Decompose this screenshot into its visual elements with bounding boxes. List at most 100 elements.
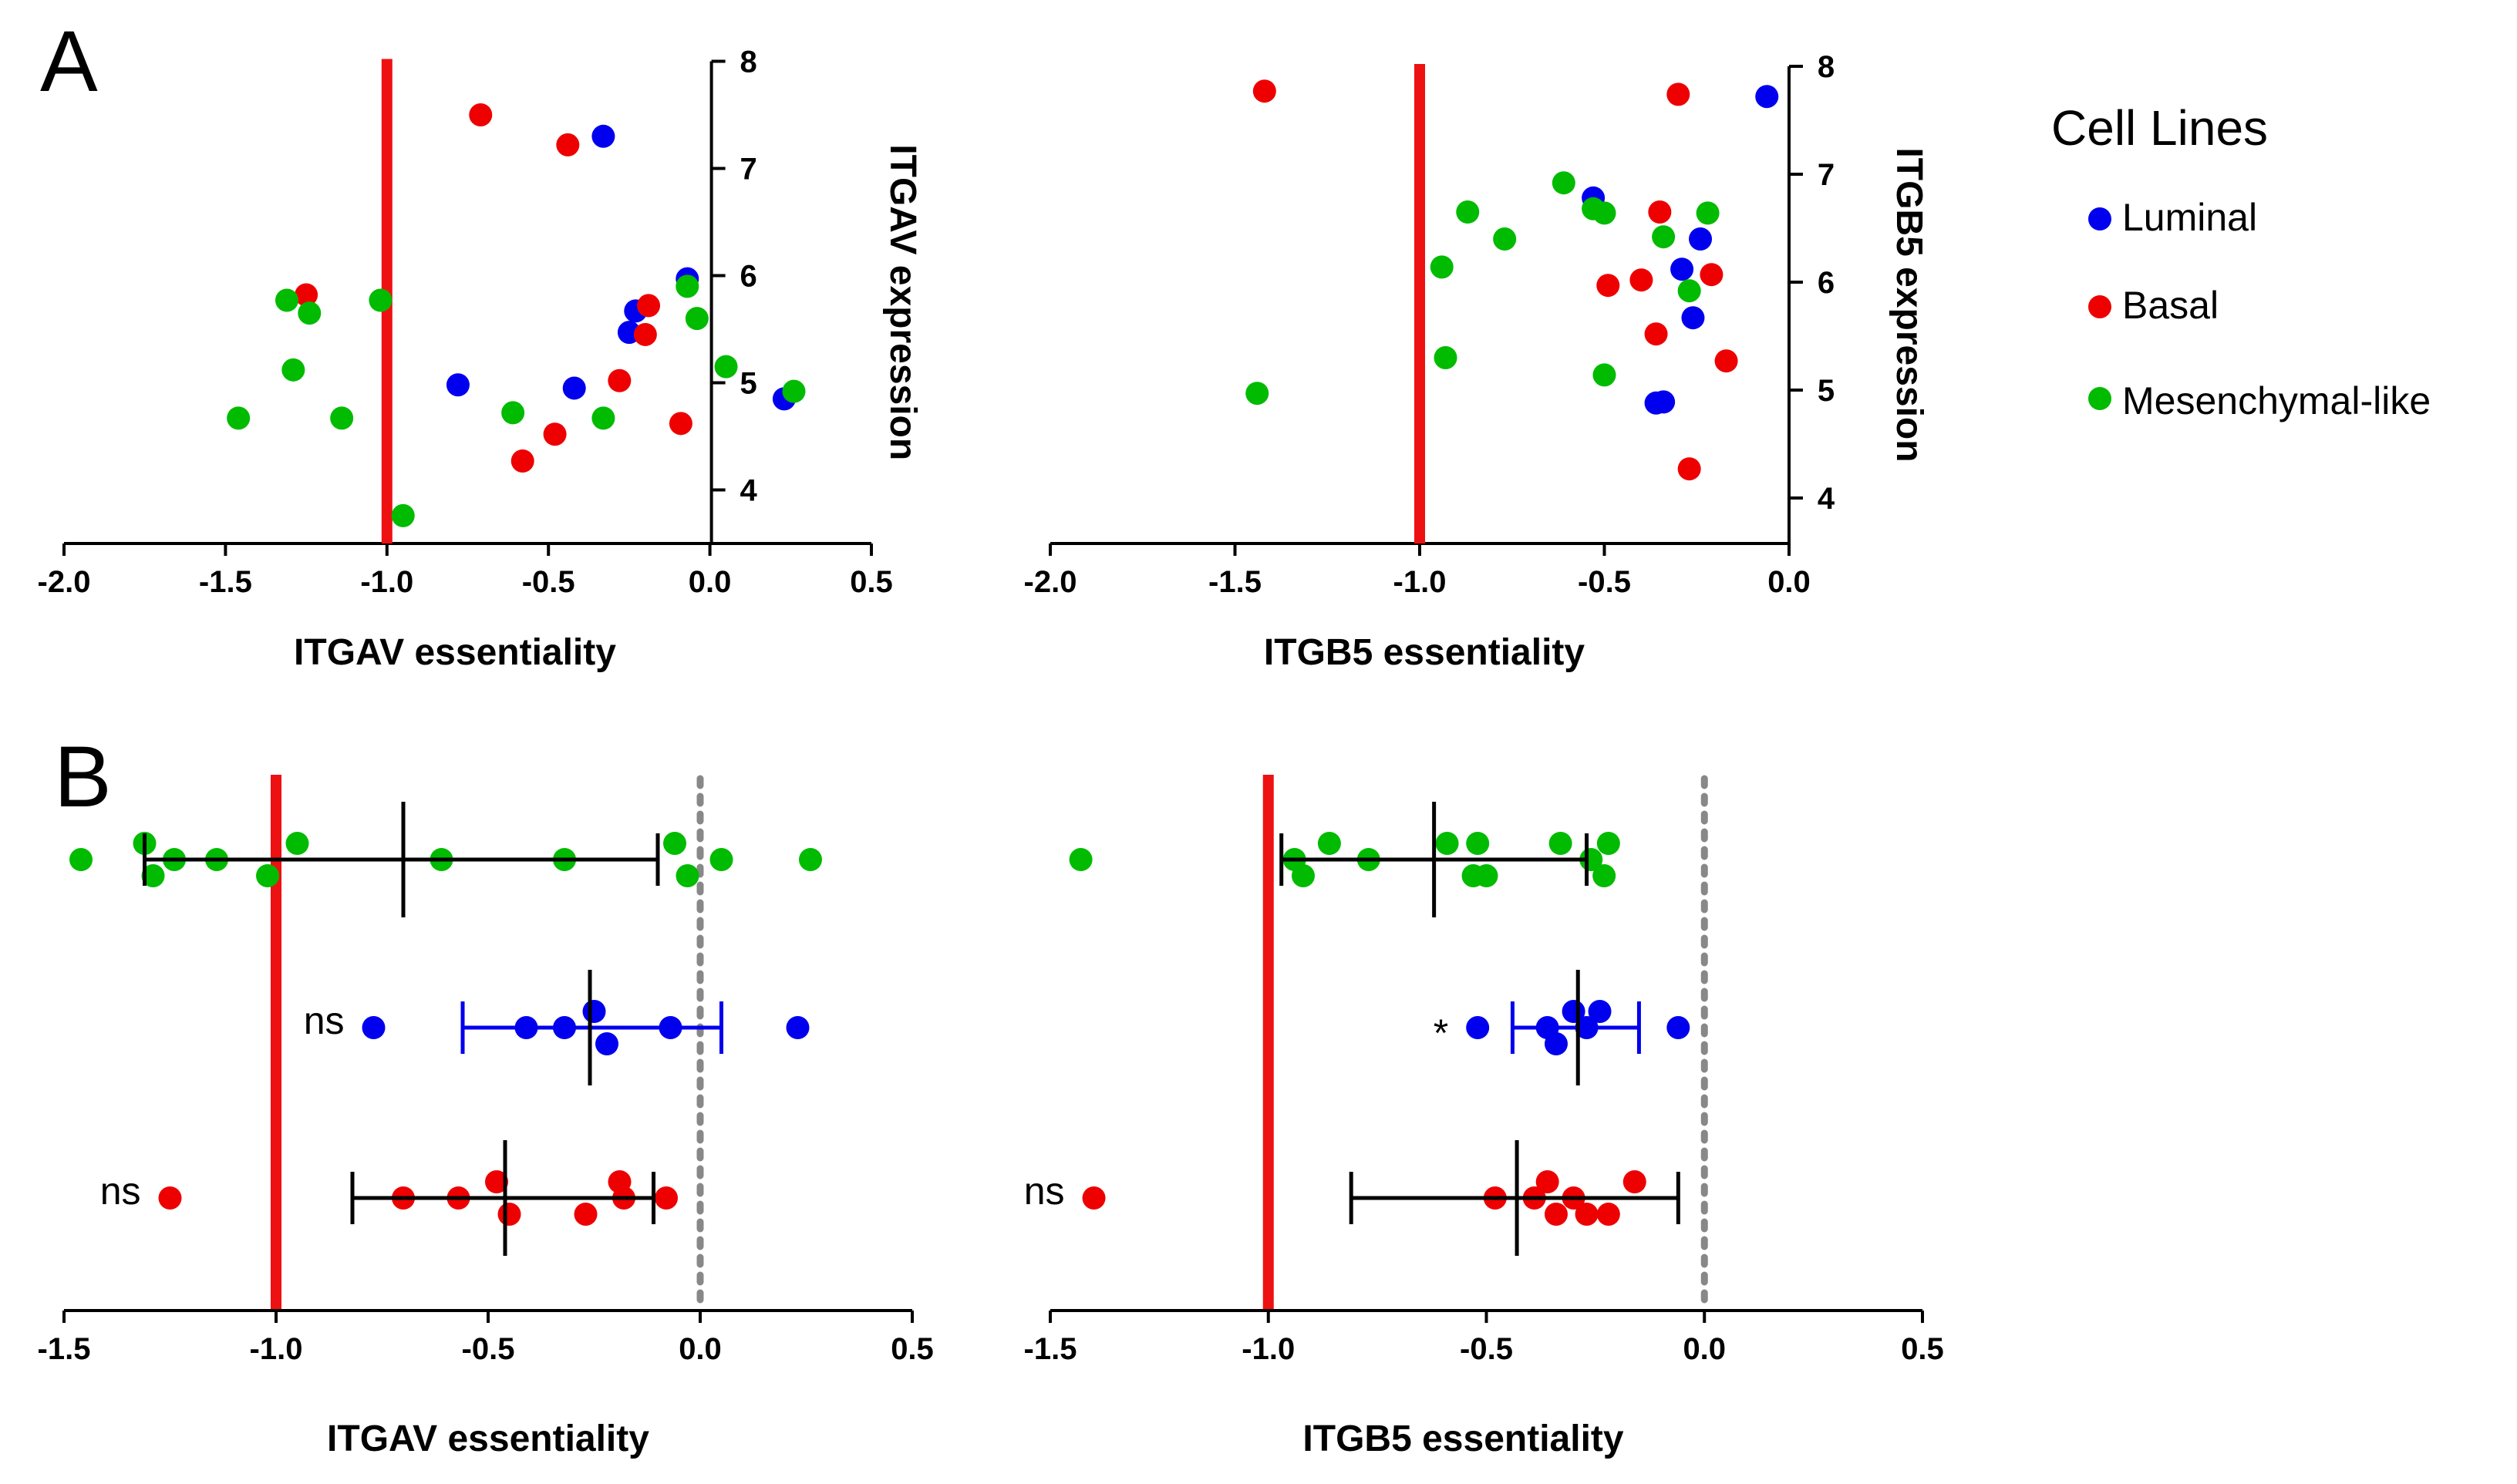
x-tick-label: -1.0 <box>1242 1332 1295 1366</box>
point-mesenchymal-like <box>663 832 686 855</box>
y-axis-title: ITGAV expression <box>882 144 923 460</box>
point-basal <box>485 1170 508 1193</box>
point-basal <box>1575 1203 1599 1226</box>
point-luminal <box>1588 1000 1612 1023</box>
x-tick-label: 0.5 <box>1901 1332 1944 1366</box>
point-basal <box>469 103 493 126</box>
y-tick-label: 6 <box>740 260 756 294</box>
point-mesenchymal-like <box>1430 255 1454 279</box>
legend-label-basal: Basal <box>2122 284 2219 327</box>
point-luminal <box>582 1000 606 1023</box>
point-mesenchymal-like <box>1552 171 1575 195</box>
x-tick-label: -0.5 <box>522 565 575 599</box>
point-mesenchymal-like <box>782 379 806 403</box>
point-mesenchymal-like <box>330 406 354 430</box>
significance-label-luminal: * <box>1434 1011 1448 1055</box>
point-basal <box>1544 1203 1568 1226</box>
point-basal <box>1677 457 1701 481</box>
point-mesenchymal-like <box>685 307 709 331</box>
y-tick-label: 5 <box>740 367 756 401</box>
point-basal <box>1648 200 1672 224</box>
y-tick-label: 8 <box>1818 50 1835 84</box>
x-axis-title: ITGB5 essentiality <box>1264 632 1585 673</box>
point-luminal <box>595 1032 618 1055</box>
point-mesenchymal-like <box>1317 832 1341 855</box>
point-mesenchymal-like <box>709 848 733 871</box>
point-mesenchymal-like <box>281 358 305 382</box>
point-basal <box>1082 1186 1106 1210</box>
point-basal <box>655 1186 678 1210</box>
x-axis-title: ITGB5 essentiality <box>1302 1418 1623 1459</box>
y-tick-label: 7 <box>1818 158 1835 192</box>
y-tick-label: 8 <box>740 45 756 79</box>
point-luminal <box>1652 390 1676 414</box>
point-mesenchymal-like <box>1434 346 1457 369</box>
point-mesenchymal-like <box>275 288 298 312</box>
panel-b-label: B <box>54 729 112 825</box>
point-basal <box>669 412 692 436</box>
x-tick-label: -1.5 <box>1208 565 1262 599</box>
legend: Cell Lines Luminal Basal Mesenchymal-lik… <box>2051 100 2431 422</box>
point-mesenchymal-like <box>369 288 393 312</box>
point-basal <box>497 1203 521 1226</box>
point-basal <box>1644 322 1668 346</box>
point-mesenchymal-like <box>1677 279 1701 303</box>
x-tick-label: -1.0 <box>1393 565 1447 599</box>
legend-label-mesenchymal: Mesenchymal-like <box>2122 379 2431 422</box>
point-mesenchymal-like <box>256 864 279 887</box>
chart-itgav-dotplot: -1.5 -1.0 -0.5 0.0 0.5 ITGAV essentiality ns ns <box>38 775 934 1459</box>
point-basal <box>574 1203 598 1226</box>
point-mesenchymal-like <box>501 401 525 425</box>
x-tick-label: -1.0 <box>250 1332 303 1366</box>
point-basal <box>1714 349 1738 373</box>
point-mesenchymal-like <box>298 301 322 325</box>
point-mesenchymal-like <box>676 274 699 298</box>
point-basal <box>1622 1170 1646 1193</box>
x-tick-label: 0.0 <box>679 1332 722 1366</box>
panel-a-label: A <box>40 13 98 109</box>
point-basal <box>1596 274 1620 298</box>
chart-itgb5-dotplot: -1.5 -1.0 -0.5 0.0 0.5 ITGB5 essentiality * ns <box>1024 775 1944 1459</box>
point-mesenchymal-like <box>227 406 251 430</box>
x-tick-label: -1.5 <box>199 565 252 599</box>
point-mesenchymal-like <box>1652 225 1676 249</box>
point-basal <box>608 368 632 392</box>
point-mesenchymal-like <box>1474 864 1498 887</box>
point-mesenchymal-like <box>799 848 822 871</box>
point-mesenchymal-like <box>676 864 699 887</box>
legend-marker-mesenchymal <box>2088 387 2111 410</box>
point-basal <box>510 449 534 473</box>
point-mesenchymal-like <box>1548 832 1572 855</box>
point-basal <box>295 283 318 307</box>
chart-itgb5-scatter: -2.0 -1.5 -1.0 -0.5 0.0 ITGB5 essentiality 4 5 6… <box>1024 50 1929 673</box>
point-basal <box>1700 263 1723 287</box>
y-tick-label: 6 <box>1818 266 1835 300</box>
x-tick-label: -1.5 <box>38 1332 91 1366</box>
point-mesenchymal-like <box>714 355 738 379</box>
legend-label-luminal: Luminal <box>2122 196 2257 239</box>
point-basal <box>1596 1203 1620 1226</box>
point-basal <box>556 133 580 156</box>
x-tick-label: -2.0 <box>38 565 91 599</box>
x-tick-label: 0.5 <box>891 1332 934 1366</box>
legend-marker-luminal <box>2088 207 2111 231</box>
point-mesenchymal-like <box>1493 227 1517 251</box>
significance-label-basal: ns <box>100 1169 141 1213</box>
point-luminal <box>1544 1032 1568 1055</box>
point-basal <box>1252 79 1276 103</box>
x-axis-title: ITGAV essentiality <box>327 1418 649 1459</box>
x-tick-label: -0.5 <box>462 1332 515 1366</box>
legend-marker-basal <box>2088 295 2111 318</box>
point-luminal <box>1755 85 1779 109</box>
point-mesenchymal-like <box>1592 201 1616 225</box>
x-tick-label: 0.5 <box>850 565 893 599</box>
y-tick-label: 5 <box>1818 374 1835 408</box>
legend-title: Cell Lines <box>2051 100 2268 156</box>
point-luminal <box>786 1016 810 1039</box>
y-tick-label: 4 <box>1818 482 1835 516</box>
x-tick-label: 0.0 <box>1683 1332 1726 1366</box>
point-luminal <box>562 376 586 400</box>
point-luminal <box>1681 306 1705 330</box>
x-tick-label: 0.0 <box>689 565 732 599</box>
